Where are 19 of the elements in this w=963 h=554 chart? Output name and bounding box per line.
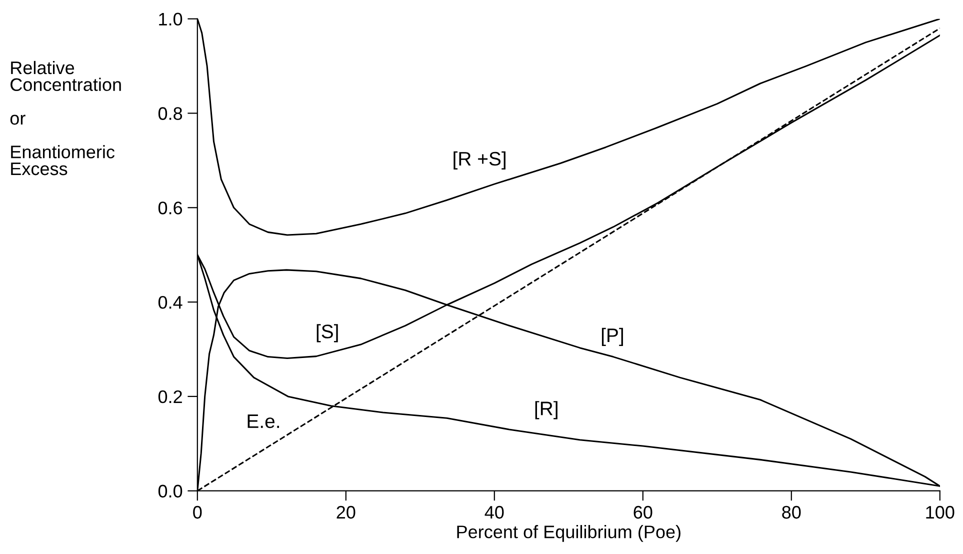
y-tick-label: 0.8 xyxy=(158,107,182,120)
y-tick-label: 0.0 xyxy=(158,484,182,498)
x-tick-label: 40 xyxy=(484,506,504,519)
y-tick-label: 1.0 xyxy=(159,12,182,26)
text: Relative Concentration or Enantiomeric Excess xyxy=(10,60,121,176)
x-tick-label: 100 xyxy=(926,506,954,519)
y-tick-label: 0.6 xyxy=(158,202,182,214)
x-tick-label: 60 xyxy=(634,506,652,519)
x-tick-label: 0 xyxy=(193,506,202,519)
y-tick-label: 0.4 xyxy=(158,296,182,309)
y-tick-label: 0.2 xyxy=(158,390,182,404)
series-label: E.e. xyxy=(248,414,280,428)
x-axis-title: Percent of Equilibrium (Poe) xyxy=(457,525,680,542)
x-tick-label: 20 xyxy=(336,506,356,519)
series-label: [P] xyxy=(602,328,623,346)
series-label: [R +S] xyxy=(454,151,506,170)
x-tick-label: 80 xyxy=(782,506,801,519)
series-label: [S] xyxy=(316,324,338,342)
series-label: [R] xyxy=(535,401,558,420)
